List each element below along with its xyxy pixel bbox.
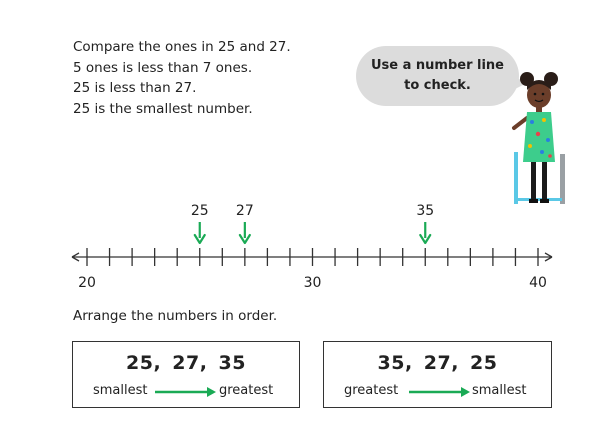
- order-box-smallest-to-greatest: 25, 27, 35 smallest greatest: [72, 341, 300, 408]
- down-arrowhead-icon: [238, 233, 251, 245]
- marker-label: 25: [191, 203, 209, 219]
- right-arrow-icon: [409, 387, 470, 397]
- explanation-line-2: 5 ones is less than 7 ones.: [73, 59, 253, 76]
- wheelchair-wheel-icon: [560, 154, 565, 204]
- down-arrowhead-icon: [193, 233, 206, 245]
- wheelchair-base: [516, 198, 562, 201]
- hair-bun-left: [520, 72, 534, 86]
- order-box-greatest-to-smallest: 35, 27, 25 greatest smallest: [323, 341, 552, 408]
- explanation-line-1: Compare the ones in 25 and 27.: [73, 39, 291, 55]
- right-arrowhead-icon: [544, 252, 553, 262]
- order-start-label: greatest: [344, 383, 399, 398]
- order-end-label: greatest: [219, 383, 274, 398]
- speech-line-1: Use a number line: [370, 58, 505, 73]
- wheelchair-frame: [514, 152, 518, 204]
- explanation-line-3: 25 is less than 27.: [73, 80, 197, 96]
- raised-arm: [512, 116, 529, 130]
- legs: [531, 162, 536, 200]
- ordered-numbers: 35, 27, 25: [377, 352, 498, 374]
- explanation-line-4: 25 is the smallest number.: [73, 100, 253, 117]
- tick-label: 20: [78, 275, 96, 291]
- number-line: 20 30 40 25 27 35: [71, 203, 553, 291]
- girl-in-wheelchair-illustration: [512, 72, 565, 204]
- right-arrow-icon: [155, 387, 216, 397]
- hair-bun-right: [544, 72, 558, 86]
- speech-bubble-text: Use a number line to check.: [370, 56, 505, 96]
- down-arrowhead-icon: [419, 233, 432, 245]
- marker-label: 35: [416, 203, 434, 219]
- speech-line-2: to check.: [404, 78, 471, 93]
- hair: [527, 80, 551, 90]
- left-arrowhead-icon: [71, 252, 80, 262]
- tick-label: 30: [304, 275, 322, 291]
- speech-bubble: Use a number line to check.: [356, 46, 527, 106]
- tick-label: 40: [529, 275, 547, 291]
- ordered-numbers: 25, 27, 35: [126, 352, 246, 374]
- head: [527, 82, 551, 108]
- dress: [523, 112, 555, 162]
- order-end-label: smallest: [472, 383, 527, 398]
- explanation-text: Compare the ones in 25 and 27. 5 ones is…: [73, 37, 291, 119]
- instruction-text: Arrange the numbers in order.: [73, 308, 278, 324]
- order-start-label: smallest: [93, 383, 148, 398]
- marker-label: 27: [236, 203, 254, 219]
